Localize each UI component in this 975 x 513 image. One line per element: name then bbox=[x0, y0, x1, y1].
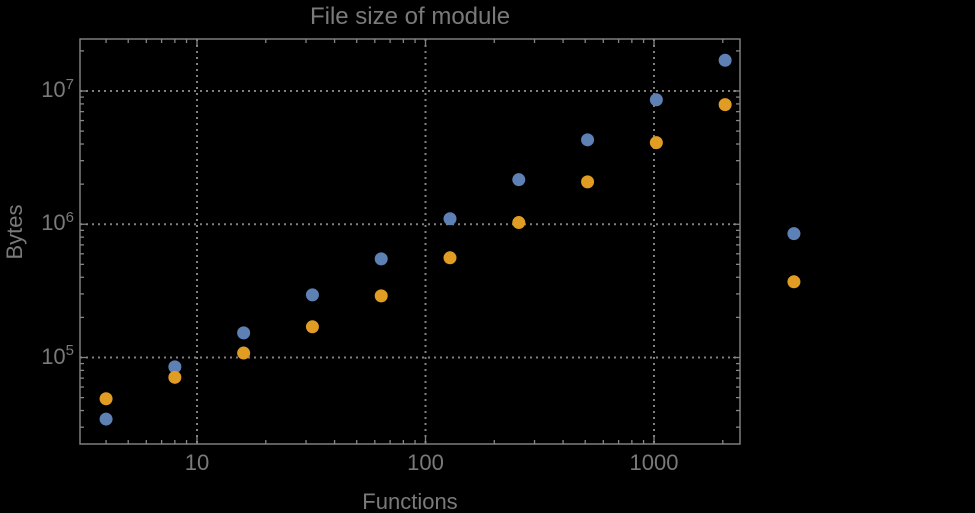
data-point-blue bbox=[512, 173, 526, 187]
x-tick-label-100: 100 bbox=[407, 450, 444, 475]
data-point-orange bbox=[443, 251, 457, 265]
data-point-blue bbox=[168, 360, 182, 374]
y-tick-exponent: 7 bbox=[65, 75, 74, 93]
data-point-orange bbox=[512, 216, 526, 230]
data-point-orange bbox=[237, 346, 251, 360]
data-point-orange bbox=[787, 275, 801, 289]
y-tick-base: 10 bbox=[41, 343, 66, 369]
data-point-orange bbox=[649, 136, 663, 150]
data-point-blue bbox=[305, 288, 319, 302]
data-point-orange bbox=[305, 320, 319, 334]
y-tick-label-10e7: 107 bbox=[41, 77, 74, 103]
data-point-blue bbox=[581, 133, 595, 147]
data-point-orange bbox=[168, 370, 182, 384]
data-point-blue bbox=[649, 93, 663, 107]
x-tick-label-1000: 1000 bbox=[629, 450, 679, 475]
y-tick-exponent: 5 bbox=[65, 342, 74, 360]
data-point-blue bbox=[787, 227, 801, 241]
data-point-orange bbox=[374, 289, 388, 303]
plot-frame bbox=[79, 38, 741, 445]
y-axis-label: Bytes bbox=[2, 204, 27, 260]
data-point-blue bbox=[443, 212, 457, 226]
data-point-blue bbox=[718, 53, 732, 67]
data-point-orange bbox=[718, 98, 732, 112]
data-point-orange bbox=[581, 175, 595, 189]
y-tick-label-10e5: 105 bbox=[41, 342, 74, 370]
chart-title: File size of module bbox=[309, 3, 511, 30]
y-tick-base: 10 bbox=[41, 77, 66, 102]
data-point-blue bbox=[99, 412, 113, 426]
y-tick-exponent: 6 bbox=[65, 209, 74, 227]
y-tick-label-10e6: 106 bbox=[41, 210, 74, 236]
y-tick-base: 10 bbox=[41, 210, 66, 236]
data-point-orange bbox=[99, 392, 113, 406]
x-tick-label-10: 10 bbox=[184, 450, 210, 475]
data-point-blue bbox=[237, 326, 251, 340]
data-point-blue bbox=[374, 252, 388, 266]
x-axis-label: Functions bbox=[362, 489, 458, 513]
